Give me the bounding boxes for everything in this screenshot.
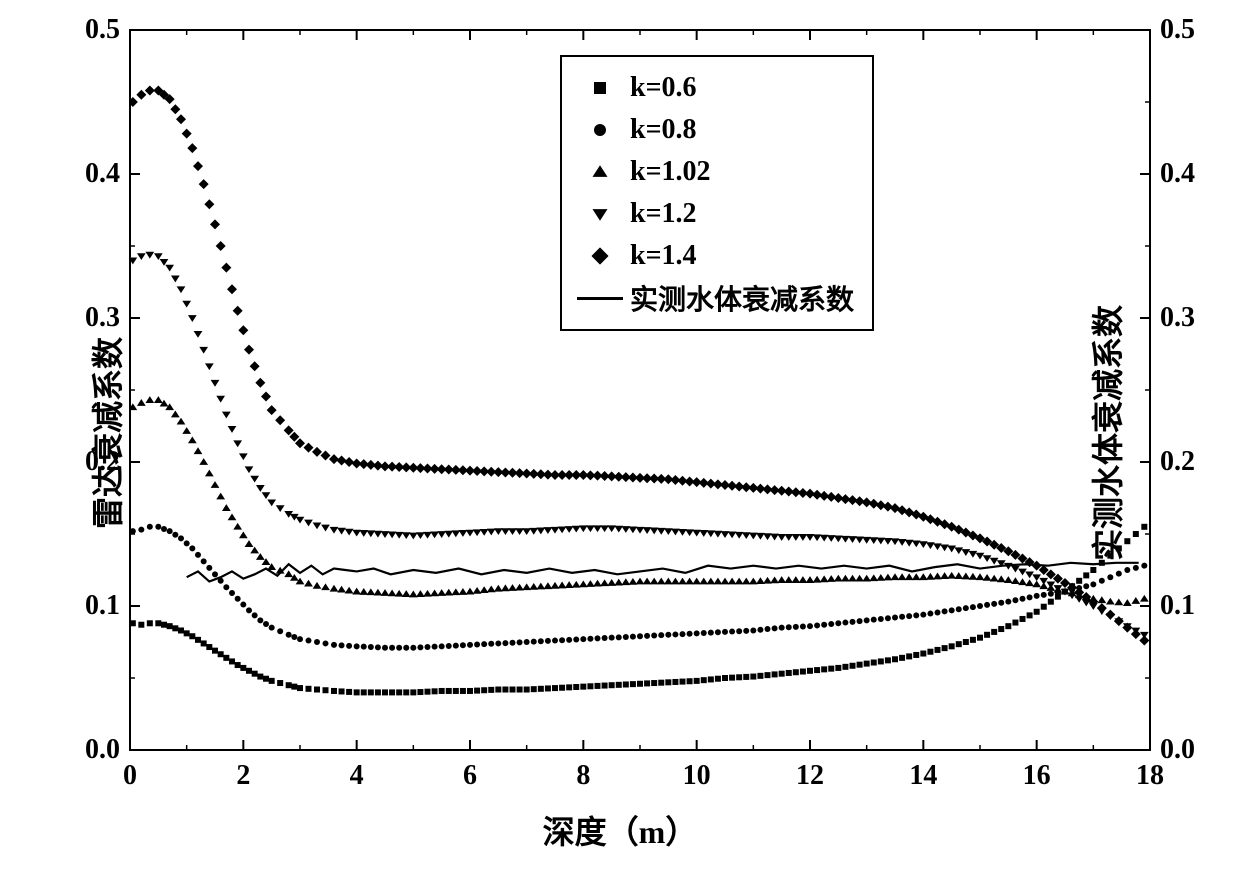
y-left-tick-label: 0.5 — [85, 14, 120, 46]
y-right-tick-label: 0.0 — [1160, 734, 1195, 766]
legend-label: k=1.4 — [624, 240, 697, 272]
x-tick-label: 12 — [790, 760, 830, 792]
x-tick-label: 16 — [1017, 760, 1057, 792]
legend-marker-square-icon — [576, 76, 624, 100]
y-left-tick-label: 0.4 — [85, 158, 120, 190]
legend-label: k=1.02 — [624, 156, 711, 188]
legend-marker-diamond-icon — [576, 244, 624, 268]
y-right-tick-label: 0.2 — [1160, 446, 1195, 478]
y-right-tick-label: 0.3 — [1160, 302, 1195, 334]
legend-label: k=1.2 — [624, 198, 697, 230]
y-left-tick-label: 0.0 — [85, 734, 120, 766]
legend-item: 实测水体衰减系数 — [576, 277, 854, 319]
legend-box: k=0.6 k=0.8 k=1.02 k=1.2 k=1.4 实测水体衰减系数 — [560, 55, 874, 331]
y-right-tick-label: 0.1 — [1160, 590, 1195, 622]
legend-marker-triangle-down-icon — [576, 202, 624, 226]
x-tick-label: 8 — [563, 760, 603, 792]
x-tick-label: 4 — [337, 760, 377, 792]
y-left-tick-label: 0.1 — [85, 590, 120, 622]
legend-marker-circle-icon — [576, 118, 624, 142]
legend-label: k=0.8 — [624, 114, 697, 146]
legend-item: k=1.4 — [576, 235, 854, 277]
x-tick-label: 2 — [223, 760, 263, 792]
legend-item: k=0.8 — [576, 109, 854, 151]
legend-label: k=0.6 — [624, 72, 697, 104]
y-left-tick-label: 0.2 — [85, 446, 120, 478]
legend-label: 实测水体衰减系数 — [624, 278, 854, 318]
legend-marker-line-icon — [576, 297, 624, 300]
y-left-axis-label: 雷达衰减系数 — [83, 336, 129, 528]
y-right-tick-label: 0.4 — [1160, 158, 1195, 190]
legend-item: k=1.2 — [576, 193, 854, 235]
chart-container: 深度（m） 雷达衰减系数 实测水体衰减系数 k=0.6k=0.8k=1.02k=… — [0, 0, 1240, 865]
x-tick-label: 10 — [677, 760, 717, 792]
x-tick-label: 14 — [903, 760, 943, 792]
y-right-axis-label: 实测水体衰减系数 — [1083, 304, 1129, 560]
legend-marker-triangle-up-icon — [576, 160, 624, 184]
legend-item: k=0.6 — [576, 67, 854, 109]
y-right-tick-label: 0.5 — [1160, 14, 1195, 46]
x-tick-label: 6 — [450, 760, 490, 792]
legend-item: k=1.02 — [576, 151, 854, 193]
x-axis-label: 深度（m） — [0, 807, 1240, 853]
y-left-tick-label: 0.3 — [85, 302, 120, 334]
